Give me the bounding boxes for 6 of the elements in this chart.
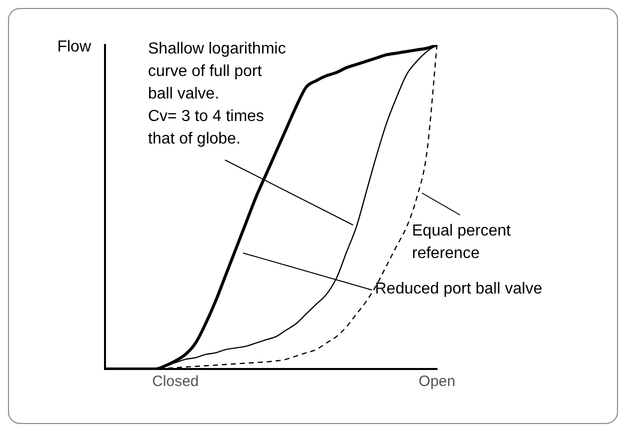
x-tick-label: Open	[418, 373, 456, 390]
annotation: Equal percent reference	[412, 222, 512, 262]
annotation: Shallow logarithmic curve of full port ball valve. Cv= 3 to 4 times that of globe.	[148, 40, 286, 148]
x-tick-label: Closed	[152, 373, 199, 390]
y-axis-title: Flow	[57, 38, 92, 56]
annotation: Reduced port ball valve	[375, 280, 542, 298]
